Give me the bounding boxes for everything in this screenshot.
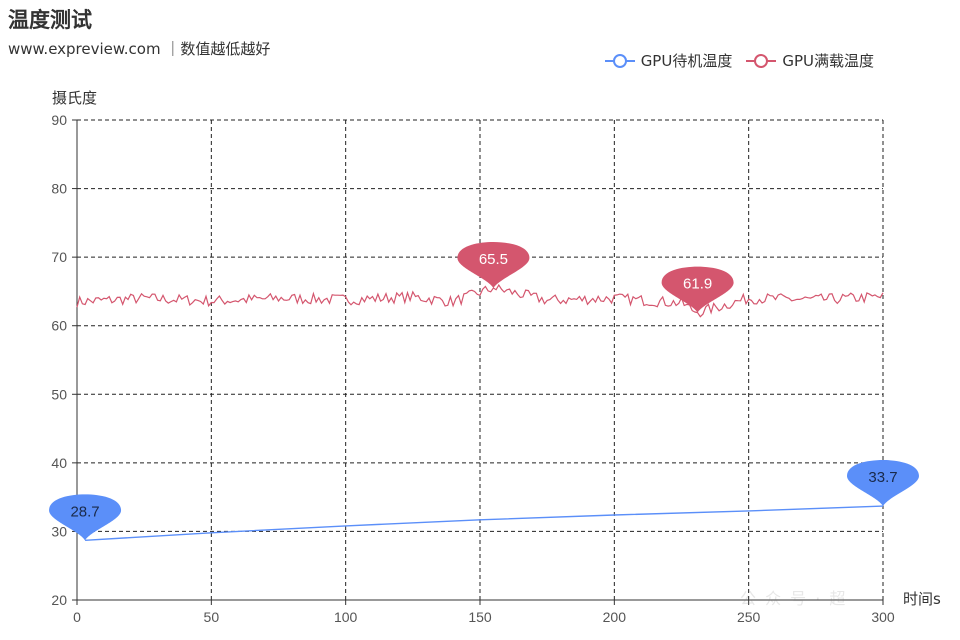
y-tick-label: 70 (51, 249, 67, 265)
legend-idle-marker-icon (604, 53, 635, 68)
y-tick-label: 60 (51, 318, 67, 334)
legend-load-label: GPU满载温度 (782, 52, 874, 70)
y-tick-label: 50 (51, 386, 67, 402)
idle-marker-pin (49, 494, 122, 541)
y-axis-title: 摄氏度 (52, 89, 97, 107)
legend-load-marker-icon (746, 53, 777, 68)
load-marker-label: 65.5 (479, 251, 508, 268)
chart-title: 温度测试 (8, 8, 92, 32)
x-tick-label: 100 (334, 609, 358, 625)
x-tick-label: 150 (468, 609, 492, 625)
x-axis-title: 时间s (903, 590, 941, 608)
load-marker-label: 61.9 (683, 276, 712, 293)
x-tick-label: 0 (73, 609, 81, 625)
idle-temp-line (85, 505, 884, 541)
y-tick-label: 90 (51, 112, 67, 128)
load-marker-pin (457, 242, 530, 288)
idle-marker-pin (847, 460, 919, 507)
y-tick-label: 20 (51, 592, 67, 608)
x-tick-label: 250 (737, 609, 761, 625)
idle-marker-label: 28.7 (70, 503, 99, 520)
x-tick-label: 50 (204, 609, 220, 625)
x-tick-label: 300 (871, 609, 895, 625)
idle-marker-label: 33.7 (868, 469, 897, 486)
legend-item-load[interactable]: GPU满载温度 (746, 50, 874, 71)
legend-item-idle[interactable]: GPU待机温度 (604, 50, 733, 71)
watermark-logo: 公 众 号 · 超 (740, 589, 848, 608)
legend-idle-label: GPU待机温度 (640, 52, 733, 70)
y-tick-label: 40 (51, 455, 67, 471)
load-marker-pin (661, 266, 734, 313)
load-temp-line (76, 283, 884, 318)
y-tick-label: 30 (51, 523, 67, 539)
y-tick-label: 80 (51, 181, 67, 197)
x-tick-label: 200 (603, 609, 627, 625)
chart-subtitle: www.expreview.com ｜数值越低越好 (8, 40, 271, 58)
legend: GPU待机温度 GPU满载温度 (604, 50, 874, 71)
